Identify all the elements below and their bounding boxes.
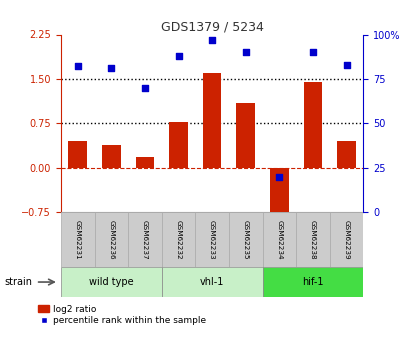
Point: [276, 174, 283, 179]
Bar: [162, 267, 262, 297]
Point: [242, 50, 249, 55]
Text: GSM62236: GSM62236: [108, 220, 114, 259]
Text: GSM62237: GSM62237: [142, 220, 148, 259]
Text: wild type: wild type: [89, 277, 134, 287]
Bar: [203, 73, 221, 168]
Point: [142, 85, 148, 91]
Bar: [262, 212, 296, 267]
Point: [108, 66, 115, 71]
Point: [74, 64, 81, 69]
Bar: [102, 145, 121, 168]
Text: GSM62233: GSM62233: [209, 220, 215, 259]
Point: [310, 50, 316, 55]
Bar: [162, 212, 195, 267]
Bar: [68, 141, 87, 168]
Text: GSM62234: GSM62234: [276, 220, 282, 259]
Point: [175, 53, 182, 59]
Text: GSM62235: GSM62235: [243, 220, 249, 259]
Bar: [262, 267, 363, 297]
Text: GSM62239: GSM62239: [344, 220, 349, 259]
Bar: [236, 102, 255, 168]
Bar: [169, 121, 188, 168]
Bar: [337, 141, 356, 168]
Bar: [296, 212, 330, 267]
Point: [209, 37, 215, 42]
Bar: [128, 212, 162, 267]
Text: GSM62231: GSM62231: [75, 220, 81, 259]
Bar: [136, 157, 154, 168]
Text: hif-1: hif-1: [302, 277, 324, 287]
Bar: [229, 212, 262, 267]
Text: GSM62238: GSM62238: [310, 220, 316, 259]
Title: GDS1379 / 5234: GDS1379 / 5234: [161, 20, 263, 33]
Bar: [270, 168, 289, 227]
Bar: [61, 212, 94, 267]
Bar: [195, 212, 229, 267]
Text: GSM62232: GSM62232: [176, 220, 181, 259]
Bar: [94, 212, 128, 267]
Point: [343, 62, 350, 68]
Bar: [330, 212, 363, 267]
Legend: log2 ratio, percentile rank within the sample: log2 ratio, percentile rank within the s…: [38, 305, 206, 325]
Text: vhl-1: vhl-1: [200, 277, 224, 287]
Text: strain: strain: [4, 277, 32, 287]
Bar: [61, 267, 162, 297]
Bar: [304, 82, 322, 168]
